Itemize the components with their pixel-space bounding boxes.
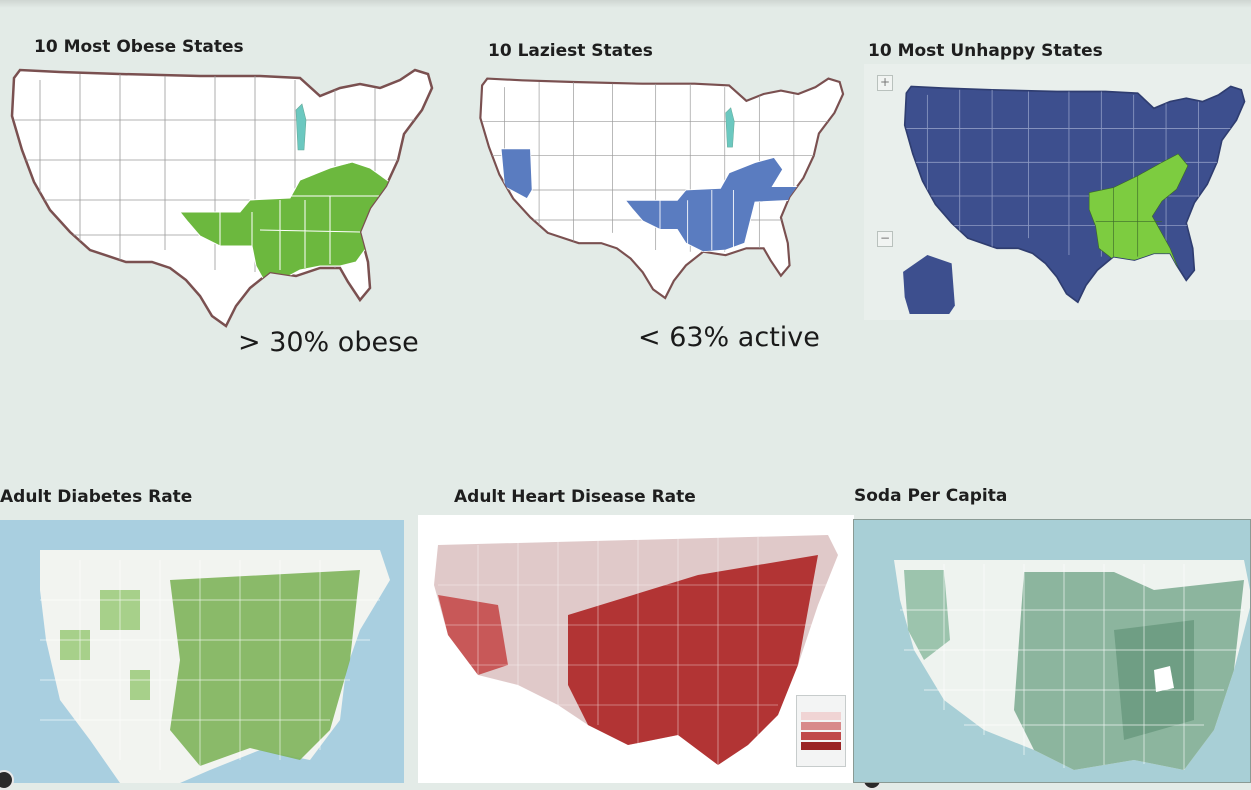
heart-map [434,535,838,765]
highlighted-states [178,161,399,285]
panel-title: Soda Per Capita [854,486,1008,506]
diabetes-map [0,520,404,783]
panel-title: 10 Laziest States [488,41,653,61]
alaska [903,255,955,314]
panel-title: Adult Diabetes Rate [0,487,193,507]
highlighted-states [500,148,813,253]
panel-title: 10 Most Unhappy States [868,41,1103,61]
soda-map-frame [853,519,1251,783]
great-lakes [725,107,735,148]
panel-title: 10 Most Obese States [34,37,244,57]
diabetes-map-frame [0,520,404,783]
lazy-caption: < 63% active [638,322,820,353]
lazy-states-map [479,77,845,300]
zoom-out-button[interactable]: − [877,231,893,247]
soda-map [894,560,1250,770]
heart-map-frame [418,515,854,783]
screen-top-edge [0,0,1251,8]
unhappy-states-map [903,85,1246,314]
zoom-in-button[interactable]: + [877,75,893,91]
obese-states-map [10,68,434,328]
camera-icon [0,770,14,790]
heart-legend [796,695,846,767]
panel-title: Adult Heart Disease Rate [454,487,696,507]
great-lakes [295,103,307,151]
obese-caption: > 30% obese [238,327,419,358]
